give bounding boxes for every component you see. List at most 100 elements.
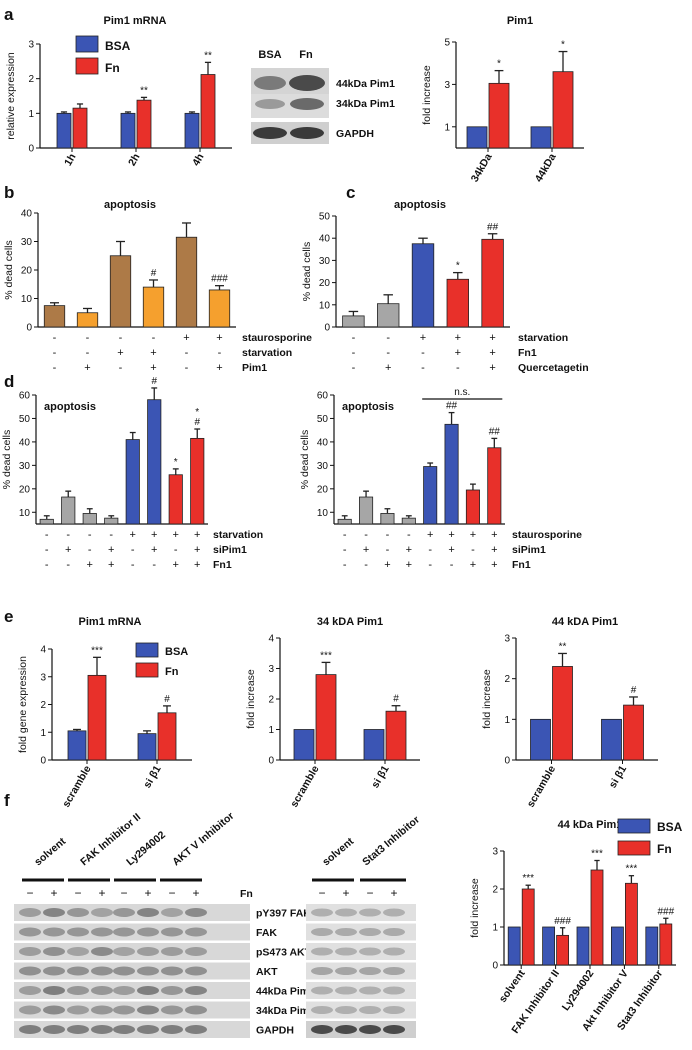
blot-a-row-label: 34kDa Pim1 xyxy=(336,98,395,110)
blot-band xyxy=(43,908,65,917)
blot-f-col: AKT V Inhibitor xyxy=(170,810,236,868)
y-tick-label: 3 xyxy=(268,664,274,675)
condition-sign: - xyxy=(86,332,90,344)
significance-label: *** xyxy=(320,650,332,661)
y-tick-label: 20 xyxy=(319,278,331,289)
y-tick-label: 2 xyxy=(268,695,274,706)
condition-sign: + xyxy=(173,529,179,541)
bar xyxy=(556,934,569,966)
condition-sign: + xyxy=(420,332,426,344)
blot-band xyxy=(383,967,405,975)
condition-label: staurosporine xyxy=(242,332,312,344)
blot-band xyxy=(335,928,357,936)
y-tick-label: 0 xyxy=(492,961,498,972)
bar xyxy=(423,466,438,525)
significance-label: ### xyxy=(657,906,674,917)
condition-sign: + xyxy=(427,529,433,541)
chart-a1: 0 1 2 3 relative expression Pim1 mRNA 1h ** 2h **… xyxy=(5,15,232,168)
bar xyxy=(342,315,365,328)
bar xyxy=(43,305,66,328)
condition-sign: + xyxy=(455,347,461,359)
blot-sign: + xyxy=(342,886,349,900)
legend-swatch xyxy=(617,840,651,856)
blot-sign: − xyxy=(120,886,127,900)
y-axis-label: % dead cells xyxy=(3,240,15,300)
y-axis-label: fold increase xyxy=(421,65,433,125)
y-axis-label: fold increase xyxy=(481,669,493,729)
blot-band xyxy=(113,986,135,995)
blot-band xyxy=(359,928,381,936)
blot-f2-col: Stat3 Inhibitor xyxy=(360,814,422,869)
significance-label: * xyxy=(174,457,178,468)
y-tick-label: 3 xyxy=(28,40,34,51)
significance-label: # xyxy=(164,694,170,705)
condition-label: staurosporine xyxy=(512,529,582,541)
blot-band xyxy=(335,967,357,975)
blot-band xyxy=(359,908,381,917)
panel-letter-b: b xyxy=(4,183,14,202)
chart-c: 0 10 20 30 40 50 % dead cells apoptosis * ## - - + + +… xyxy=(301,199,589,374)
condition-sign: + xyxy=(194,544,200,556)
blot-f-right: solvent Stat3 Inhibitor − + − + xyxy=(306,814,422,1038)
condition-sign: + xyxy=(489,347,495,359)
condition-sign: - xyxy=(185,347,189,359)
condition-label: starvation xyxy=(518,332,568,344)
significance-label: # xyxy=(194,417,200,428)
y-tick-label: 20 xyxy=(317,484,329,495)
y-tick-label: 3 xyxy=(40,672,46,683)
y-tick-label: 50 xyxy=(19,414,31,425)
y-tick-label: 0 xyxy=(324,323,330,334)
condition-sign: - xyxy=(119,332,123,344)
y-tick-label: 0 xyxy=(504,756,510,767)
blot-a-col-bsa: BSA xyxy=(258,49,281,61)
x-tick-label: 44kDa xyxy=(533,151,559,184)
condition-sign: - xyxy=(152,559,156,571)
x-tick-label: scramble xyxy=(288,763,322,809)
condition-label: starvation xyxy=(242,347,292,359)
y-axis-label: % dead cells xyxy=(299,430,311,490)
condition-sign: + xyxy=(448,544,454,556)
blot-row-label: GAPDH xyxy=(256,1025,294,1037)
bar xyxy=(39,518,54,525)
blot-band xyxy=(91,986,113,995)
chart-title: 34 kDA Pim1 xyxy=(317,616,383,628)
blot-band xyxy=(91,927,113,937)
blot-band xyxy=(383,908,405,917)
blot-band xyxy=(335,1025,357,1034)
condition-sign: - xyxy=(53,362,57,374)
blot-band xyxy=(19,1005,41,1015)
chart-title: apoptosis xyxy=(342,401,394,413)
blot-band xyxy=(19,986,41,995)
x-tick-label: solvent xyxy=(497,967,528,1004)
condition-sign: + xyxy=(470,529,476,541)
chart-e2: 0 1 2 3 4 fold increase 34 kDA Pim1 *** scramble… xyxy=(245,616,420,809)
condition-label: Fn1 xyxy=(213,559,232,571)
bar xyxy=(87,674,107,761)
blot-band xyxy=(137,1025,159,1034)
blot-band xyxy=(383,947,405,956)
blot-row-label: pY397 FAK xyxy=(256,908,311,920)
bar xyxy=(488,82,510,149)
bar xyxy=(315,674,337,761)
blot-band xyxy=(383,986,405,995)
y-axis-label: fold gene expression xyxy=(17,656,29,753)
condition-sign: + xyxy=(151,544,157,556)
condition-sign: + xyxy=(216,362,222,374)
legend-label: Fn xyxy=(165,666,179,678)
condition-sign: - xyxy=(364,559,368,571)
x-tick-label: si β1 xyxy=(607,763,629,790)
significance-label: # xyxy=(631,685,637,696)
bar xyxy=(109,255,132,328)
blot-band xyxy=(311,986,333,995)
bar xyxy=(363,729,385,761)
blot-band xyxy=(43,927,65,937)
condition-sign: - xyxy=(66,559,70,571)
bar xyxy=(611,926,624,966)
blot-band xyxy=(43,947,65,956)
bar xyxy=(157,712,177,761)
blot-band xyxy=(137,927,159,937)
blot-band xyxy=(161,986,183,995)
blot-band xyxy=(91,908,113,917)
